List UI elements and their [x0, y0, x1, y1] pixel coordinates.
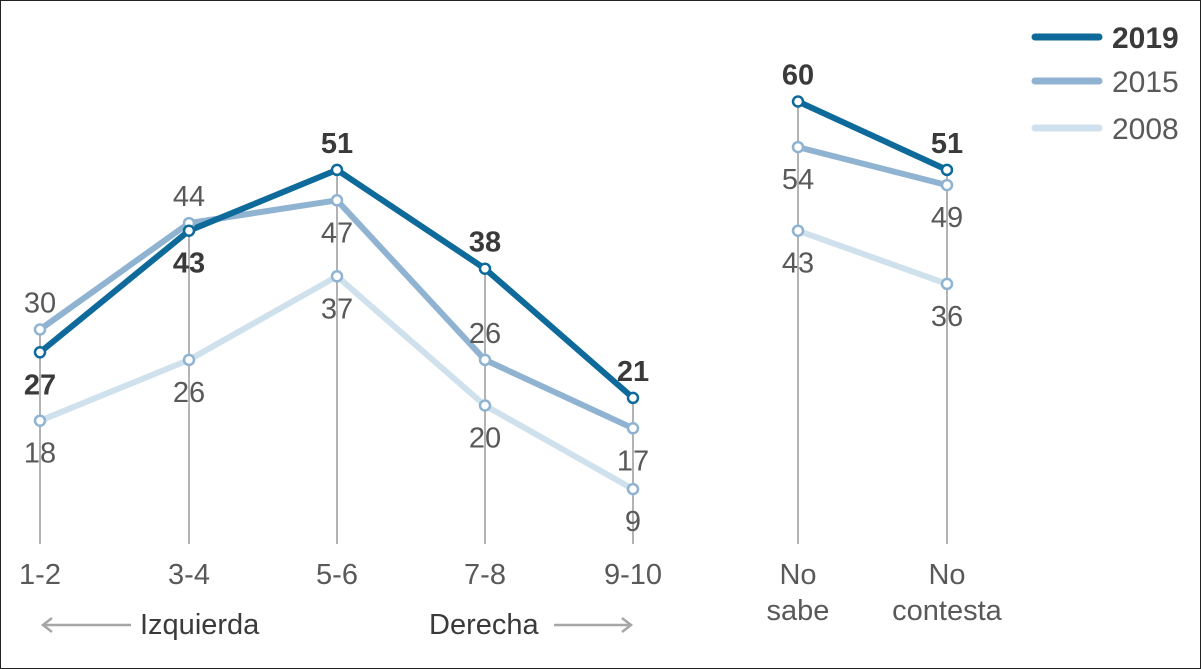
data-label-0-2008-3: 20 — [469, 423, 501, 455]
point-0-2019-0 — [33, 346, 47, 359]
point-0-2008-0 — [33, 414, 47, 427]
tick-label-1-1: No contesta — [892, 559, 1002, 627]
data-label-0-2008-0: 18 — [24, 438, 56, 470]
tick-label-1-0: No sabe — [767, 559, 830, 627]
legend-label-2008: 2008 — [1112, 113, 1179, 146]
point-0-2015-0 — [33, 323, 47, 336]
data-label-0-2019-2: 51 — [321, 128, 353, 160]
data-label-1-2019-0: 60 — [782, 60, 814, 92]
point-0-2019-3 — [478, 262, 492, 275]
data-label-1-2008-1: 36 — [931, 301, 963, 333]
point-0-2015-3 — [478, 353, 492, 367]
data-label-0-2015-1: 44 — [173, 181, 205, 213]
point-0-2008-1 — [182, 353, 196, 367]
direction-label-left: Izquierda — [140, 609, 260, 641]
tick-label-0-0: 1-2 — [19, 559, 61, 591]
point-0-2008-4 — [626, 482, 640, 496]
data-label-0-2015-2: 47 — [321, 217, 353, 249]
data-label-1-2015-0: 54 — [782, 164, 814, 196]
data-label-0-2015-3: 26 — [469, 318, 501, 350]
point-1-2008-1 — [940, 277, 954, 291]
point-0-2019-1 — [182, 224, 196, 237]
data-label-0-2019-4: 21 — [617, 356, 649, 388]
series-line-1-2015 — [795, 144, 950, 189]
data-label-0-2008-1: 26 — [173, 377, 205, 409]
legend-label-2019: 2019 — [1112, 22, 1179, 55]
tick-label-0-3: 7-8 — [464, 559, 506, 591]
point-0-2015-4 — [626, 422, 640, 435]
data-label-0-2008-4: 9 — [625, 506, 641, 538]
point-0-2015-2 — [330, 194, 344, 207]
right-arrow-head — [621, 617, 634, 633]
data-label-0-2008-2: 37 — [321, 293, 353, 325]
data-label-0-2019-3: 38 — [469, 227, 501, 259]
point-0-2019-2 — [330, 163, 344, 177]
left-arrow-head — [40, 617, 53, 633]
data-label-1-2019-1: 51 — [931, 128, 963, 160]
direction-label-right: Derecha — [429, 609, 539, 641]
tick-label-0-1: 3-4 — [168, 559, 210, 591]
point-0-2008-2 — [330, 270, 344, 283]
data-label-0-2019-1: 43 — [173, 248, 205, 280]
point-1-2008-0 — [791, 224, 805, 237]
data-label-1-2008-0: 43 — [782, 248, 814, 280]
data-label-1-2015-1: 49 — [931, 202, 963, 234]
data-label-0-2015-4: 17 — [617, 445, 649, 477]
data-label-0-2019-0: 27 — [24, 369, 56, 401]
legend-label-2015: 2015 — [1112, 66, 1179, 99]
data-label-0-2015-0: 30 — [24, 288, 56, 320]
tick-label-0-2: 5-6 — [316, 559, 358, 591]
point-0-2008-3 — [478, 399, 492, 412]
tick-label-0-4: 9-10 — [604, 559, 662, 591]
series-line-1-2019 — [795, 98, 950, 173]
point-1-2015-0 — [791, 140, 805, 154]
series-line-1-2008 — [795, 227, 950, 287]
point-1-2015-1 — [940, 178, 954, 192]
point-1-2019-0 — [791, 95, 805, 108]
point-1-2019-1 — [940, 163, 954, 177]
point-0-2019-4 — [626, 391, 640, 405]
